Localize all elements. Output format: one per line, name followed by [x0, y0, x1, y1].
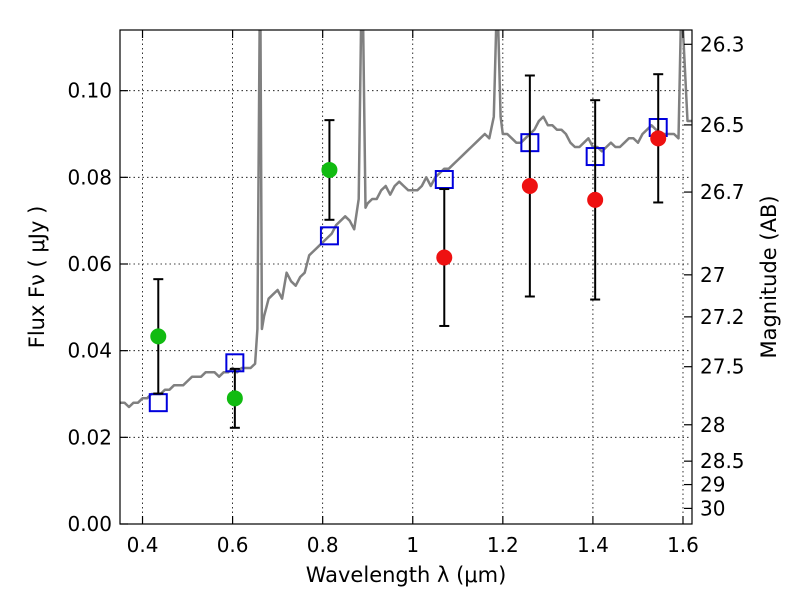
right-tick-label: 27.2	[700, 305, 745, 329]
x-axis: 0.4 0.6 0.8 1 1.2 1.4 1.6	[127, 30, 699, 557]
right-tick-label: 27	[700, 263, 725, 287]
model-square-point	[434, 170, 454, 189]
model-square-point	[148, 393, 168, 413]
photometry-point	[150, 328, 167, 345]
x-tick-label: 1.6	[667, 533, 699, 557]
y-tick-label: 0.08	[67, 165, 112, 189]
plot-area	[120, 30, 692, 429]
photometry-point	[436, 249, 453, 266]
photometry-point	[321, 161, 338, 178]
photometry-point	[226, 390, 243, 407]
model-square-point	[319, 226, 339, 246]
plot-frame	[119, 29, 693, 525]
right-tick-label: 29	[700, 473, 725, 497]
y-tick-label: 0.10	[67, 79, 112, 103]
x-axis-label: Wavelength λ (μm)	[306, 563, 507, 587]
right-tick-label: 27.5	[700, 355, 745, 379]
right-tick-label: 28	[700, 413, 725, 437]
x-tick-label: 0.6	[217, 533, 249, 557]
right-tick-label: 26.7	[700, 180, 745, 204]
x-tick-label: 1.2	[487, 533, 519, 557]
y-tick-label: 0.02	[67, 425, 112, 449]
x-tick-label: 1.4	[577, 533, 609, 557]
photometry-point	[587, 191, 604, 208]
right-tick-label: 26.3	[700, 32, 745, 56]
x-tick-label: 0.4	[127, 533, 159, 557]
x-tick-label: 1	[406, 533, 419, 557]
y-axis: 0.00 0.02 0.04 0.06 0.08 0.10	[67, 79, 128, 536]
y-tick-label: 0.04	[67, 339, 112, 363]
x-tick-label: 0.8	[307, 533, 339, 557]
y-tick-label: 0.00	[67, 512, 112, 536]
right-tick-label: 28.5	[700, 449, 745, 473]
series-layer	[120, 30, 692, 429]
right-tick-label: 26.5	[700, 113, 745, 137]
photometry-point	[521, 178, 538, 194]
right-tick-label: 30	[700, 496, 725, 520]
y-axis-label: Flux Fν ( μJy )	[25, 206, 49, 349]
photometry-point	[650, 130, 667, 147]
y-tick-label: 0.06	[67, 252, 112, 276]
right-axis-label: Magnitude (AB)	[757, 195, 781, 358]
grid	[120, 30, 692, 525]
